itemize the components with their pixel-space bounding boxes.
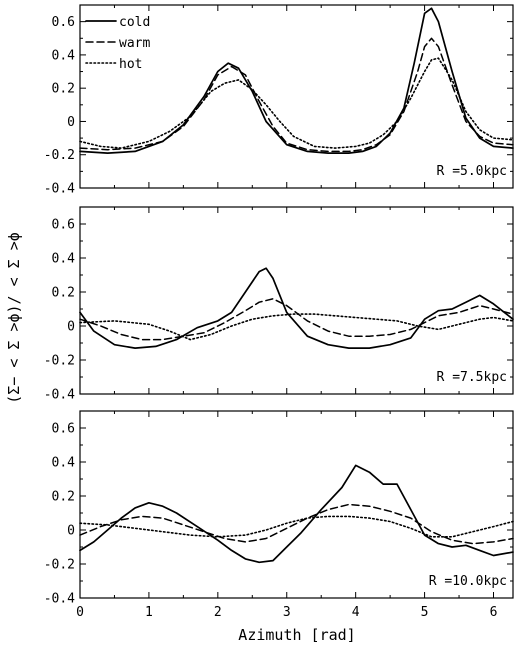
- radius-annotation: R =10.0kpc: [429, 574, 507, 589]
- x-tick-label: 4: [352, 605, 360, 620]
- y-tick-label: 0.4: [52, 252, 76, 267]
- legend-label-hot: hot: [119, 57, 142, 72]
- x-tick-label: 0: [76, 605, 84, 620]
- radius-annotation: R =5.0kpc: [437, 164, 507, 179]
- y-tick-label: 0.2: [52, 490, 75, 505]
- y-tick-label: -0.2: [44, 148, 75, 163]
- y-tick-label: -0.4: [44, 182, 75, 197]
- x-tick-label: 5: [421, 605, 429, 620]
- y-tick-label: 0.6: [52, 15, 75, 30]
- panel-3: -0.4 -0.2 0 0.2 0.4 0.6 0 1 2 3 4 5 6 R =10.0kpc: [44, 410, 514, 620]
- y-tick-label: -0.2: [44, 558, 75, 573]
- series-line-cold: [79, 7, 514, 154]
- y-tick-label: -0.2: [44, 354, 75, 369]
- panel-2: -0.4 -0.2 0 0.2 0.4 0.6 R =7.5kpc: [44, 206, 514, 403]
- x-tick-label: 1: [145, 605, 153, 620]
- x-tick-label: 3: [283, 605, 291, 620]
- plot-frame: [79, 4, 514, 189]
- panel-1: -0.4 -0.2 0 0.2 0.4 0.6 R =5.0kpc cold warm hot: [44, 4, 514, 197]
- y-tick-label: 0.2: [52, 82, 75, 97]
- series-line-cold: [79, 464, 514, 564]
- y-axis-title: (Σ− < Σ >ϕ)/ < Σ >ϕ: [5, 232, 23, 404]
- plot-frame: [79, 206, 514, 395]
- y-tick-label: 0.2: [52, 286, 75, 301]
- legend: cold warm hot: [85, 15, 150, 72]
- series-line-cold: [79, 267, 514, 349]
- y-tick-label: 0.4: [52, 456, 76, 471]
- y-tick-label: 0.4: [52, 48, 76, 63]
- y-tick-label: 0: [67, 320, 75, 335]
- x-axis-title: Azimuth [rad]: [238, 626, 355, 644]
- y-tick-label: 0: [67, 115, 75, 130]
- series-line-warm: [79, 298, 514, 341]
- radius-annotation: R =7.5kpc: [437, 370, 507, 385]
- y-tick-label: -0.4: [44, 592, 75, 607]
- legend-label-cold: cold: [119, 15, 150, 30]
- y-tick-label: 0.6: [52, 218, 75, 233]
- y-tick-label: 0.6: [52, 422, 75, 437]
- y-tick-label: 0: [67, 524, 75, 539]
- series-line-hot: [79, 515, 514, 538]
- series-line-warm: [79, 503, 514, 545]
- series-line-hot: [79, 57, 514, 149]
- x-tick-label: 2: [214, 605, 222, 620]
- series-line-hot: [79, 313, 514, 341]
- y-tick-label: -0.4: [44, 388, 75, 403]
- plot-frame: [79, 410, 514, 599]
- x-tick-label: 6: [490, 605, 498, 620]
- legend-label-warm: warm: [119, 36, 150, 51]
